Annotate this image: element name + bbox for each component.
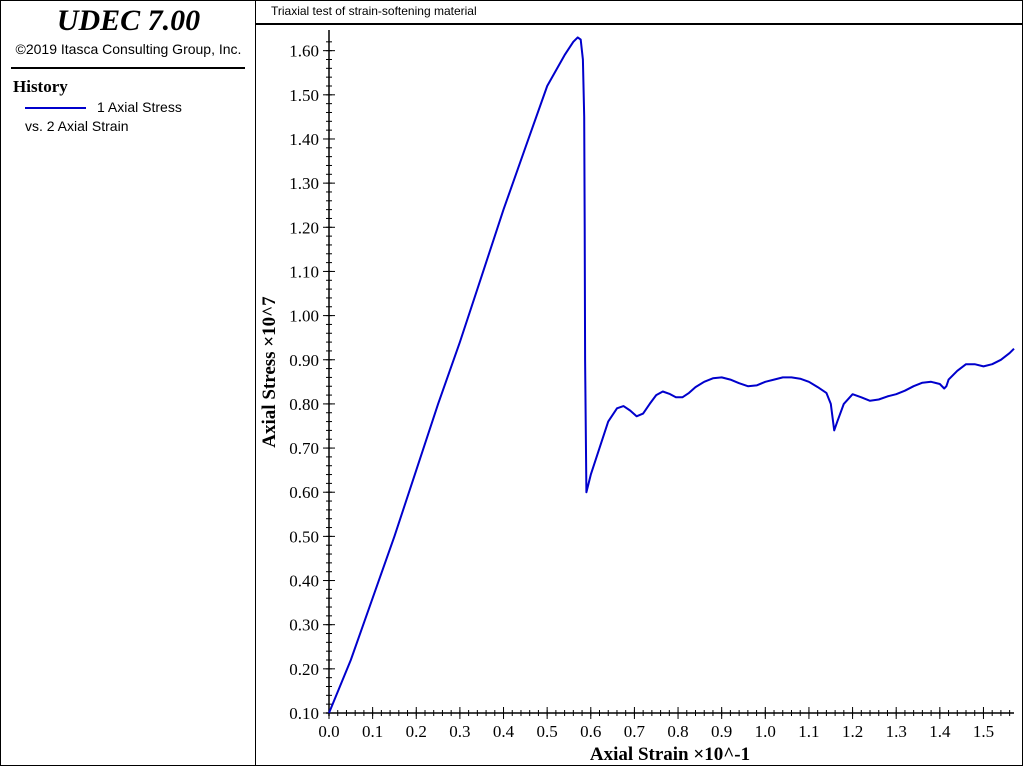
y-axis-title: Axial Stress ×10^7 — [259, 296, 280, 448]
chart-title: Triaxial test of strain-softening materi… — [271, 4, 477, 18]
axial-stress-series-line — [328, 36, 1015, 714]
axes: 0.100.200.300.400.500.600.700.800.901.00… — [289, 30, 1014, 741]
x-tick-label: 1.4 — [929, 722, 951, 741]
x-tick-label: 0.7 — [624, 722, 646, 741]
y-tick-label: 1.40 — [289, 130, 319, 149]
x-tick-label: 0.2 — [406, 722, 427, 741]
y-tick-label: 0.90 — [289, 351, 319, 370]
x-tick-label: 1.3 — [886, 722, 907, 741]
legend-line-swatch — [25, 107, 86, 109]
y-tick-label: 1.20 — [289, 218, 319, 237]
x-tick-label: 0.1 — [362, 722, 383, 741]
y-tick-label: 0.20 — [289, 660, 319, 679]
y-tick-label: 1.50 — [289, 86, 319, 105]
app-title: UDEC 7.00 — [56, 4, 201, 37]
history-heading: History — [13, 77, 68, 96]
x-tick-label: 0.3 — [449, 722, 470, 741]
y-tick-label: 0.80 — [289, 395, 319, 414]
x-tick-label: 0.5 — [537, 722, 558, 741]
y-tick-label: 0.10 — [289, 704, 319, 723]
legend-sidebar: UDEC 7.00 ©2019 Itasca Consulting Group,… — [0, 0, 255, 766]
x-tick-label: 1.5 — [973, 722, 994, 741]
x-tick-label: 0.9 — [711, 722, 732, 741]
x-tick-label: 0.0 — [318, 722, 339, 741]
y-tick-label: 0.30 — [289, 616, 319, 635]
y-tick-label: 0.40 — [289, 572, 319, 591]
x-tick-label: 0.8 — [667, 722, 688, 741]
legend-entry-label: 1 Axial Stress — [97, 99, 182, 115]
y-tick-label: 0.60 — [289, 483, 319, 502]
y-tick-label: 1.00 — [289, 307, 319, 326]
x-tick-label: 1.1 — [798, 722, 819, 741]
title-divider — [256, 23, 1022, 25]
x-tick-label: 1.2 — [842, 722, 863, 741]
x-axis-title: Axial Strain ×10^-1 — [590, 744, 750, 765]
plot-panel — [255, 0, 1023, 766]
legend-entry-sublabel: vs. 2 Axial Strain — [25, 118, 129, 134]
copyright-text: ©2019 Itasca Consulting Group, Inc. — [15, 41, 242, 57]
x-tick-label: 0.6 — [580, 722, 601, 741]
x-tick-label: 0.4 — [493, 722, 515, 741]
y-tick-label: 1.30 — [289, 174, 319, 193]
sidebar-divider — [11, 67, 245, 69]
y-tick-label: 1.10 — [289, 262, 319, 281]
y-tick-label: 1.60 — [289, 42, 319, 61]
y-tick-label: 0.50 — [289, 527, 319, 546]
series-group — [328, 36, 1015, 714]
y-tick-label: 0.70 — [289, 439, 319, 458]
x-tick-label: 1.0 — [755, 722, 776, 741]
